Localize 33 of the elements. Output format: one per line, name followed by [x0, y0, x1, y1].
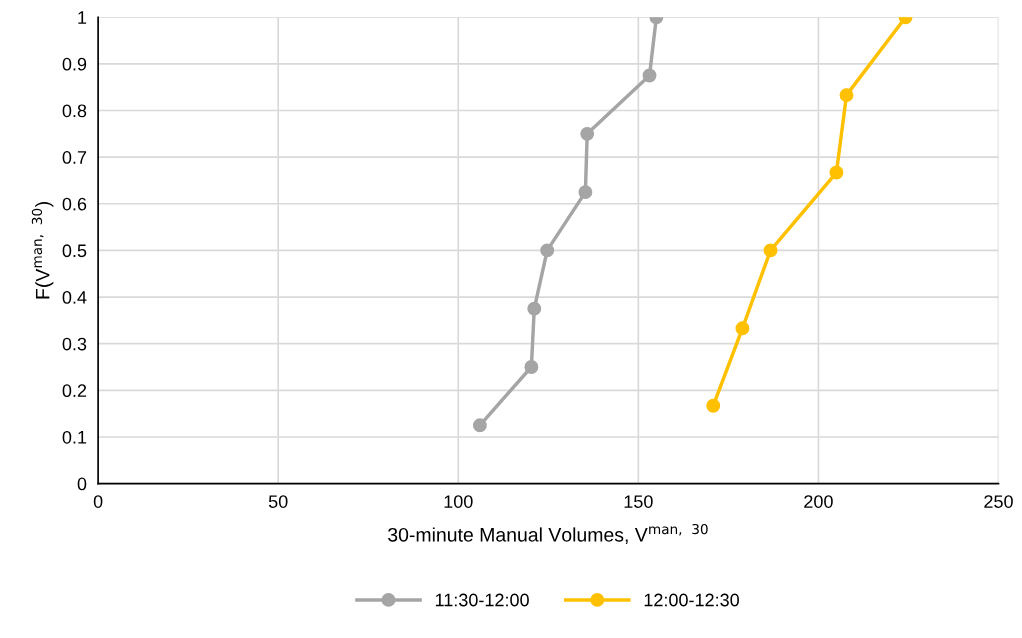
y-tick-label: 0.1	[62, 430, 87, 444]
point	[642, 68, 657, 83]
point	[527, 301, 542, 316]
y-tick-label: 0.5	[62, 244, 87, 258]
point	[839, 88, 854, 103]
x-tick-label: 0	[93, 495, 103, 508]
x-axis-title: 30-minute Manual Volumes, V$^{man, 30}$	[388, 523, 708, 544]
y-tick-label: 0.3	[62, 337, 87, 351]
point	[524, 360, 539, 374]
x-tick-label: 50	[268, 495, 288, 508]
legend-label: 11:30-12:00	[435, 593, 529, 607]
point	[580, 126, 595, 141]
legend-label: 12:00-12:30	[644, 593, 739, 607]
x-tick-label: 100	[444, 495, 473, 508]
y-tick-label: 0.4	[62, 290, 87, 304]
point	[735, 321, 750, 336]
y-tick-label: 0	[77, 477, 87, 491]
y-tick-label: 0.6	[62, 197, 87, 211]
point	[540, 243, 555, 258]
y-tick-label: 0.8	[62, 104, 87, 118]
x-tick-label: 150	[624, 495, 653, 508]
point	[763, 243, 778, 258]
y-tick-label: 0.2	[62, 384, 87, 398]
point	[578, 185, 593, 200]
x-tick-label: 200	[804, 495, 833, 508]
y-tick-label: 1	[78, 11, 87, 24]
y-tick-label: 0.7	[62, 151, 87, 164]
y-tick-label: 0.9	[62, 57, 87, 71]
point	[706, 398, 721, 413]
point	[829, 165, 844, 180]
point	[472, 418, 487, 433]
x-tick-label: 250	[984, 495, 1013, 508]
y-axis-title: F(V$^{man, 30}$)	[31, 202, 54, 299]
